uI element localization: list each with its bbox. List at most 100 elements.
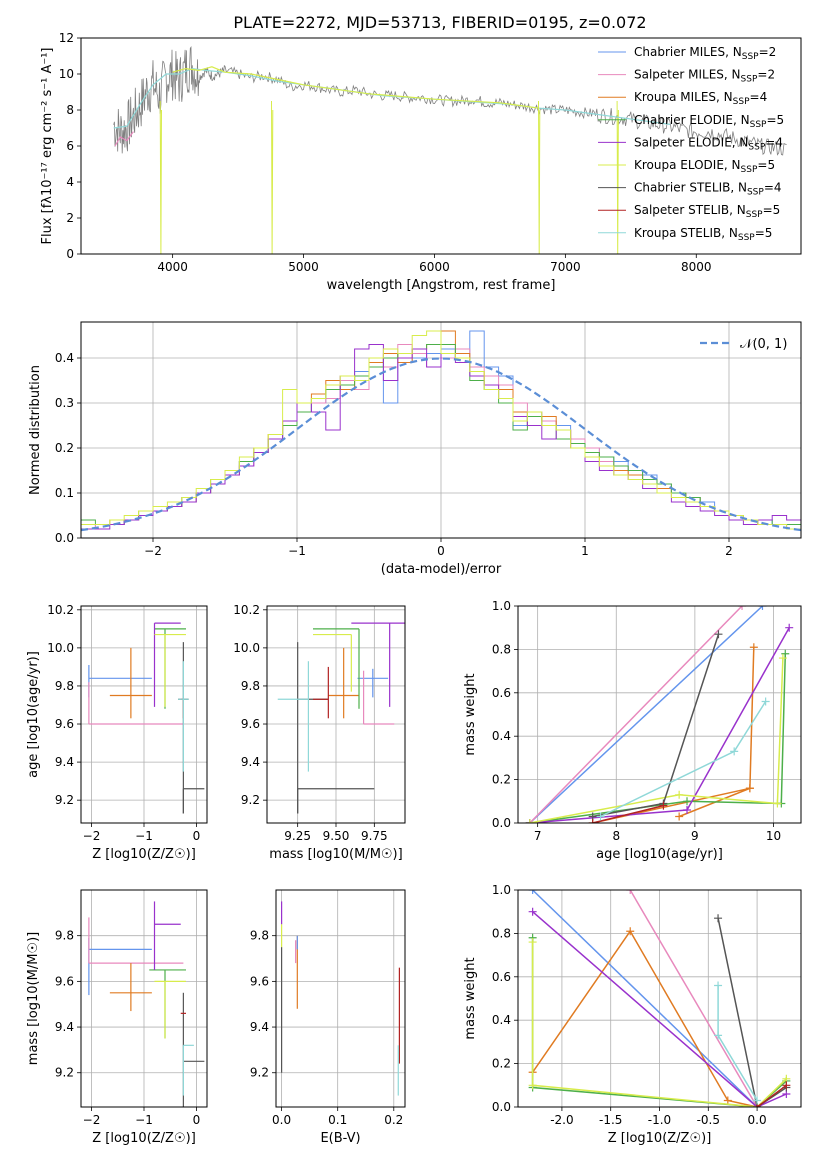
weight-marker bbox=[781, 649, 790, 658]
x-tick-label: 9.75 bbox=[361, 829, 388, 843]
weight-marker bbox=[675, 790, 684, 799]
legend-entry: Chabrier ELODIE, NSSP=5 bbox=[634, 113, 784, 130]
x-axis-label: Z [log10(Z/Z☉)] bbox=[608, 1131, 712, 1146]
x-tick-label: −1 bbox=[135, 829, 153, 843]
weight-line bbox=[531, 929, 758, 1107]
y-tick-label: 12 bbox=[59, 31, 74, 45]
weight-marker bbox=[761, 697, 770, 706]
panel-7: -2.0 -1.5 -1.0 -0.5 0.0 0.0 0.2 0.4 0.6 0.8 1.0 Z [… bbox=[463, 883, 802, 1146]
y-tick-label: 10.2 bbox=[47, 603, 74, 617]
y-tick-label: 0 bbox=[66, 247, 74, 261]
y-tick-label: 9.6 bbox=[250, 974, 269, 988]
x-axis-label: E(B-V) bbox=[320, 1131, 360, 1146]
y-tick-label: 9.6 bbox=[55, 974, 74, 988]
absorption-line bbox=[538, 100, 541, 254]
weight-line bbox=[529, 606, 764, 823]
weight-line bbox=[529, 653, 787, 823]
x-tick-label: −2 bbox=[144, 544, 162, 558]
axes-frame bbox=[266, 605, 406, 824]
y-tick-label: 0.1 bbox=[55, 486, 74, 500]
weight-marker bbox=[714, 1031, 723, 1040]
axes-frame bbox=[80, 321, 802, 539]
y-tick-label: 9.8 bbox=[55, 929, 74, 943]
y-axis-label: mass weight bbox=[463, 673, 478, 755]
y-tick-label: 0.2 bbox=[492, 773, 511, 787]
weight-line bbox=[592, 804, 664, 823]
y-tick-label: 0.4 bbox=[55, 351, 74, 365]
plot-area bbox=[277, 622, 405, 814]
y-tick-label: 10 bbox=[59, 67, 74, 81]
y-tick-label: 0.2 bbox=[55, 441, 74, 455]
x-tick-label: −2 bbox=[83, 1113, 101, 1127]
y-axis-label: mass [log10(M/M☉)] bbox=[26, 932, 41, 1065]
plot-area bbox=[528, 890, 791, 1107]
y-axis-label: Flux [fλ10⁻¹⁷ erg cm⁻² s⁻¹ A⁻¹] bbox=[40, 48, 55, 245]
y-tick-label: 0.6 bbox=[492, 970, 511, 984]
y-tick-label: 9.2 bbox=[250, 1066, 269, 1080]
y-axis-label: Normed distribution bbox=[28, 365, 43, 495]
legend-entry: Salpeter ELODIE, NSSP=4 bbox=[634, 135, 783, 152]
y-tick-label: 9.2 bbox=[55, 793, 74, 807]
weight-marker bbox=[730, 747, 739, 756]
x-tick-label: 0.1 bbox=[328, 1113, 347, 1127]
panel-1: −2 −1 0 1 2 0.0 0.1 0.2 0.3 0.4 (data-model)/error… bbox=[28, 321, 802, 577]
x-axis-label: mass [log10(M/M☉)] bbox=[269, 847, 402, 862]
panel-5: −2 −1 0 9.2 9.4 9.6 9.8 Z [log10(Z/Z☉)] mass [lo… bbox=[26, 889, 208, 1146]
y-tick-label: 10.2 bbox=[233, 603, 260, 617]
y-tick-label: 0.0 bbox=[492, 816, 511, 830]
x-tick-label: 8000 bbox=[681, 260, 712, 274]
y-tick-label: 6 bbox=[66, 139, 74, 153]
x-tick-label: −1 bbox=[135, 1113, 153, 1127]
axes-frame bbox=[80, 605, 208, 824]
plot-area bbox=[525, 606, 794, 823]
weight-line bbox=[756, 1084, 787, 1107]
weight-marker bbox=[626, 890, 635, 894]
x-tick-label: 6000 bbox=[419, 260, 450, 274]
x-tick-label: 2 bbox=[725, 544, 733, 558]
weight-line bbox=[531, 942, 787, 1107]
x-tick-label: 5000 bbox=[288, 260, 319, 274]
weight-marker bbox=[714, 914, 723, 923]
x-tick-label: 7 bbox=[534, 829, 542, 843]
panel-0: 4000 5000 6000 7000 8000 0 2 4 6 8 10 12 wavelength … bbox=[40, 31, 802, 293]
plot-area bbox=[88, 901, 205, 1107]
panel-6: 0.0 0.1 0.2 9.2 9.4 9.6 9.8 E(B-V) bbox=[250, 889, 406, 1146]
weight-marker bbox=[528, 1081, 537, 1090]
y-axis-label: mass weight bbox=[463, 957, 478, 1039]
weight-marker bbox=[525, 819, 534, 823]
axes-frame bbox=[517, 889, 802, 1108]
weight-line bbox=[529, 606, 743, 823]
y-tick-label: 9.2 bbox=[241, 793, 260, 807]
x-tick-label: 0.2 bbox=[384, 1113, 403, 1127]
panel-4: 7 8 9 10 0.0 0.2 0.4 0.6 0.8 1.0 age [log10(age/yr… bbox=[463, 599, 802, 862]
weight-marker bbox=[753, 1096, 762, 1105]
x-tick-label: −1 bbox=[288, 544, 306, 558]
weight-marker bbox=[749, 643, 758, 652]
y-tick-label: 9.6 bbox=[241, 717, 260, 731]
legend-entry: Salpeter MILES, NSSP=2 bbox=[634, 68, 775, 85]
y-tick-label: 0.0 bbox=[492, 1100, 511, 1114]
y-tick-label: 0.8 bbox=[492, 642, 511, 656]
weight-line bbox=[629, 890, 758, 1107]
weight-marker bbox=[626, 927, 635, 936]
absorption-line bbox=[271, 100, 274, 254]
y-tick-label: 0.8 bbox=[492, 926, 511, 940]
weight-marker bbox=[659, 801, 668, 810]
weight-marker bbox=[683, 797, 692, 806]
plot-area bbox=[113, 45, 787, 254]
weight-marker bbox=[782, 1081, 791, 1090]
weight-line bbox=[600, 701, 767, 818]
y-tick-label: 9.8 bbox=[241, 679, 260, 693]
axes-frame bbox=[80, 889, 208, 1108]
x-tick-label: -0.5 bbox=[697, 1113, 720, 1127]
weight-marker bbox=[675, 812, 684, 821]
y-tick-label: 8 bbox=[66, 103, 74, 117]
y-tick-label: 9.6 bbox=[55, 717, 74, 731]
y-tick-label: 0.0 bbox=[55, 531, 74, 545]
y-tick-label: 0.6 bbox=[492, 686, 511, 700]
y-tick-label: 9.4 bbox=[55, 1020, 74, 1034]
legend-entry: Kroupa ELODIE, NSSP=5 bbox=[634, 158, 775, 175]
weight-marker bbox=[773, 799, 782, 808]
y-tick-label: 0.3 bbox=[55, 396, 74, 410]
weight-marker bbox=[714, 981, 723, 990]
